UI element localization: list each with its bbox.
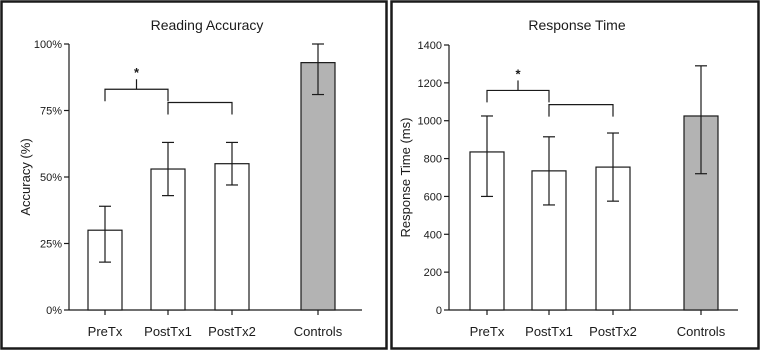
- significance-bracket: [486, 89, 550, 103]
- x-tick-label-posttx1: PostTx1: [525, 324, 573, 339]
- right-panel-frame: [390, 0, 760, 350]
- left-panel-frame: [0, 0, 388, 350]
- chart-title: Response Time: [528, 17, 625, 33]
- x-tick-label-controls: Controls: [294, 324, 343, 339]
- y-tick-label: 1400: [418, 40, 442, 52]
- y-tick-label: 200: [424, 267, 442, 279]
- x-tick-label-posttx1: PostTx1: [144, 324, 192, 339]
- significance-bracket: [104, 88, 169, 102]
- chart-title: Reading Accuracy: [151, 17, 264, 33]
- y-tick-label: 1200: [418, 78, 442, 90]
- y-tick-label: 0: [436, 305, 442, 317]
- y-tick-label: 600: [424, 191, 442, 203]
- y-tick-label: 75%: [40, 106, 62, 118]
- bar-controls: [300, 62, 336, 311]
- y-tick-label: 800: [424, 154, 442, 166]
- y-axis-title: Response Time (ms): [398, 118, 413, 238]
- significance-star: *: [134, 65, 140, 80]
- significance-bracket: [548, 104, 614, 117]
- y-tick-label: 100%: [34, 39, 62, 51]
- y-tick-label: 400: [424, 229, 442, 241]
- y-tick-label: 50%: [40, 172, 62, 184]
- x-tick-label-posttx2: PostTx2: [589, 324, 637, 339]
- x-tick-label-controls: Controls: [677, 324, 726, 339]
- x-tick-label-posttx2: PostTx2: [208, 324, 256, 339]
- y-tick-label: 0%: [46, 305, 62, 317]
- y-axis-title: Accuracy (%): [18, 138, 33, 215]
- x-tick-label-pretx: PreTx: [88, 324, 123, 339]
- significance-bracket: [167, 101, 233, 115]
- response-time-chart: Response Time Response Time (ms) 0 200 400 60…: [398, 17, 738, 339]
- significance-star: *: [515, 66, 521, 81]
- y-tick-label: 1000: [418, 116, 442, 128]
- y-tick-label: 25%: [40, 239, 62, 251]
- bar-posttx2: [214, 163, 250, 311]
- reading-accuracy-chart: Reading Accuracy Accuracy (%) 0% 25% 50% 75% 1…: [18, 17, 362, 339]
- x-tick-label-pretx: PreTx: [470, 324, 505, 339]
